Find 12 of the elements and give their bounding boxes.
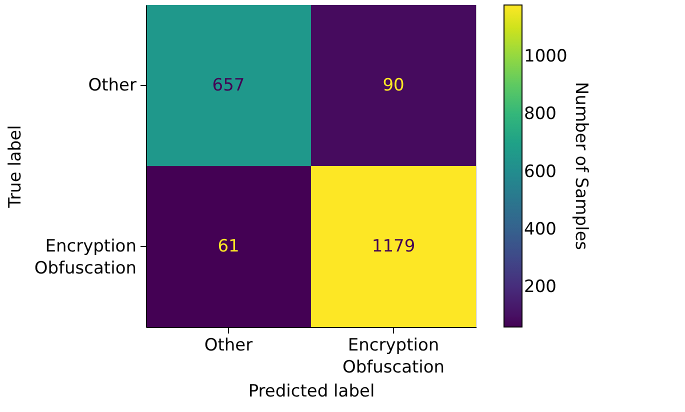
data-label: 90 — [382, 76, 404, 96]
color-bar-label: 600 — [524, 162, 556, 182]
color-bar-title: Number of Samples — [571, 82, 591, 250]
x-axis-title: Predicted label — [248, 382, 375, 402]
data-label: 657 — [212, 76, 245, 96]
data-label: 1179 — [372, 236, 416, 256]
color-bar-label: 1000 — [524, 46, 568, 67]
color-bar-label: 400 — [524, 219, 556, 240]
y-axis-title: True label — [5, 125, 26, 209]
color-bar-label: 200 — [524, 276, 556, 297]
color-bar-label: 800 — [524, 104, 556, 124]
data-label: 61 — [218, 236, 240, 256]
